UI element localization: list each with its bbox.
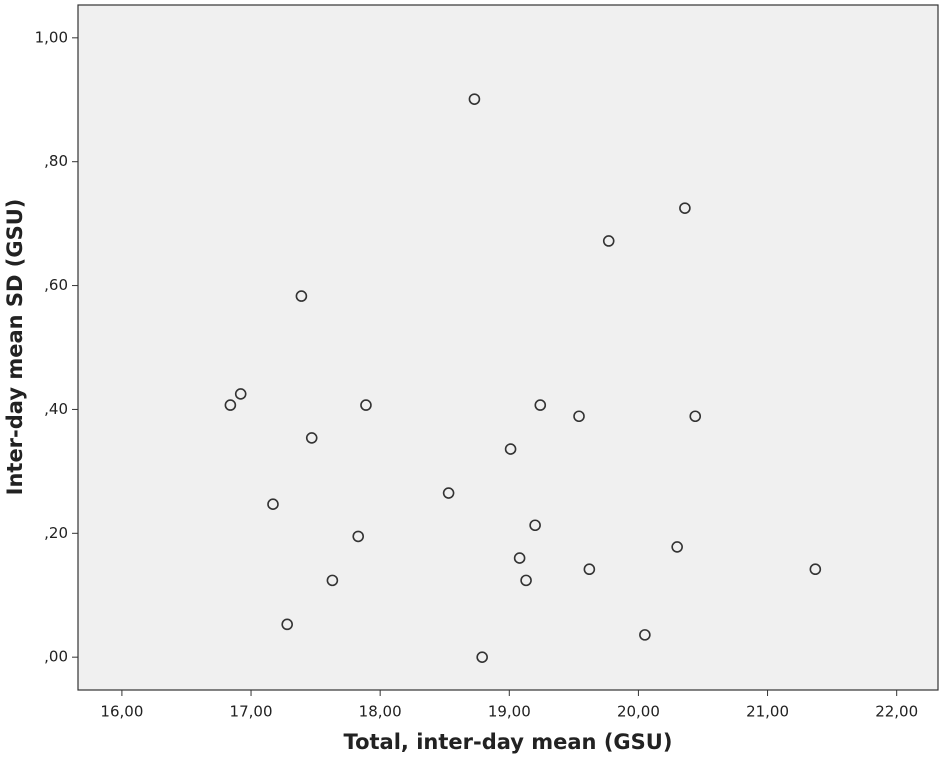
point [234,388,247,400]
point [534,399,547,411]
point [671,541,683,553]
x-tick-label: 16,00 [100,703,143,721]
point [689,410,702,423]
x-tick-label: 17,00 [230,703,273,721]
point [639,629,651,641]
y-tick-label: ,00 [44,648,68,666]
point [281,618,293,631]
point [529,519,541,532]
point [224,399,237,411]
y-axis-title: Inter-day mean SD (GSU) [3,199,27,496]
point [513,552,526,564]
point [573,410,585,423]
point [442,487,455,499]
y-tick-label: ,80 [44,152,68,170]
point [326,574,339,587]
y-tick-label: ,40 [44,400,68,418]
x-axis-title: Total, inter-day mean (GSU) [344,730,673,754]
y-tick-label: ,60 [44,276,68,294]
x-tick-label: 20,00 [617,703,660,721]
x-tick-label: 22,00 [875,703,918,721]
point [809,563,822,576]
x-tick-label: 21,00 [746,703,789,721]
x-tick-label: 19,00 [488,703,531,721]
point [360,399,372,411]
point [476,651,488,663]
point [602,235,615,247]
point [583,563,596,576]
point [468,93,481,105]
plot-area [77,4,939,691]
y-tick-label: ,20 [44,524,68,542]
point [267,498,279,510]
x-tick-label: 18,00 [359,703,402,721]
y-tick-label: 1,00 [35,28,68,46]
point [504,443,517,455]
point [295,290,308,302]
point [352,530,365,543]
point [520,574,532,587]
point [679,202,691,214]
point [305,432,318,444]
